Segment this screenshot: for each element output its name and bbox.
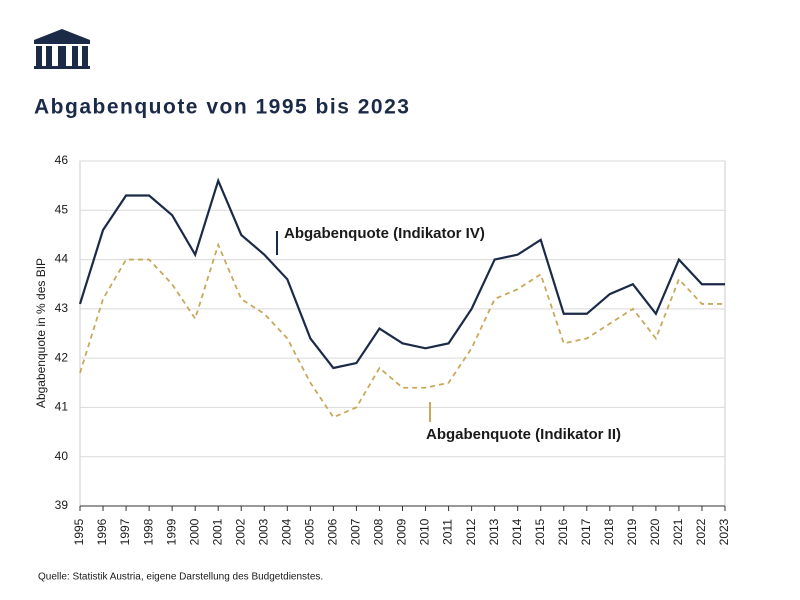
x-tick-label: 2006 xyxy=(326,518,340,545)
x-tick-label: 2008 xyxy=(372,518,386,545)
x-tick-label: 2020 xyxy=(648,518,662,545)
source-note: Quelle: Statistik Austria, eigene Darste… xyxy=(38,572,323,583)
x-tick-label: 2021 xyxy=(671,518,685,545)
y-tick-label: 40 xyxy=(55,449,69,463)
x-tick-label: 2005 xyxy=(303,518,317,545)
logo xyxy=(34,29,90,69)
x-tick-label: 2013 xyxy=(487,518,501,545)
x-tick-label: 2000 xyxy=(187,518,201,545)
plot-frame xyxy=(79,160,726,507)
x-tick-label: 2017 xyxy=(579,518,593,545)
y-tick-label: 39 xyxy=(55,498,69,512)
x-tick-label: 2018 xyxy=(602,518,616,545)
x-tick-label: 2004 xyxy=(279,518,293,545)
series-label: Abgabenquote (Indikator II) xyxy=(426,426,621,443)
x-tick-label: 2003 xyxy=(256,518,270,545)
series-line xyxy=(78,177,725,370)
x-tick-label: 2011 xyxy=(441,519,455,545)
series-label: Abgabenquote (Indikator IV) xyxy=(284,225,485,242)
series-line xyxy=(79,242,725,419)
x-tick-label: 2012 xyxy=(464,518,478,545)
x-tick-label: 2022 xyxy=(694,518,708,545)
chart-title: Abgabenquote von 1995 bis 2023 xyxy=(34,96,410,119)
x-tick-label: 1997 xyxy=(118,518,132,545)
x-tick-label: 2002 xyxy=(233,518,247,545)
x-tick-label: 2016 xyxy=(556,518,570,545)
x-tick-label: 2009 xyxy=(395,518,409,545)
x-tick-label: 2010 xyxy=(418,518,432,545)
y-tick-label: 41 xyxy=(55,400,69,414)
x-tick-label: 1995 xyxy=(72,518,86,545)
y-tick-label: 42 xyxy=(55,350,69,364)
x-tick-label: 1999 xyxy=(164,518,178,545)
x-tick-label: 2019 xyxy=(625,518,639,545)
y-tick-label: 43 xyxy=(55,301,69,315)
x-tick-label: 1998 xyxy=(141,518,155,545)
y-tick-label: 45 xyxy=(55,202,69,216)
y-tick-label: 46 xyxy=(55,153,69,167)
x-tick-label: 1996 xyxy=(95,518,109,545)
x-tick-label: 2023 xyxy=(717,518,731,545)
x-tick-label: 2007 xyxy=(349,518,363,545)
y-axis-label: Abgabenquote in % des BIP xyxy=(34,258,48,408)
x-tick-label: 2001 xyxy=(210,518,224,545)
y-tick-label: 44 xyxy=(55,252,69,266)
x-tick-label: 2014 xyxy=(510,518,524,545)
x-tick-label: 2015 xyxy=(533,518,547,545)
